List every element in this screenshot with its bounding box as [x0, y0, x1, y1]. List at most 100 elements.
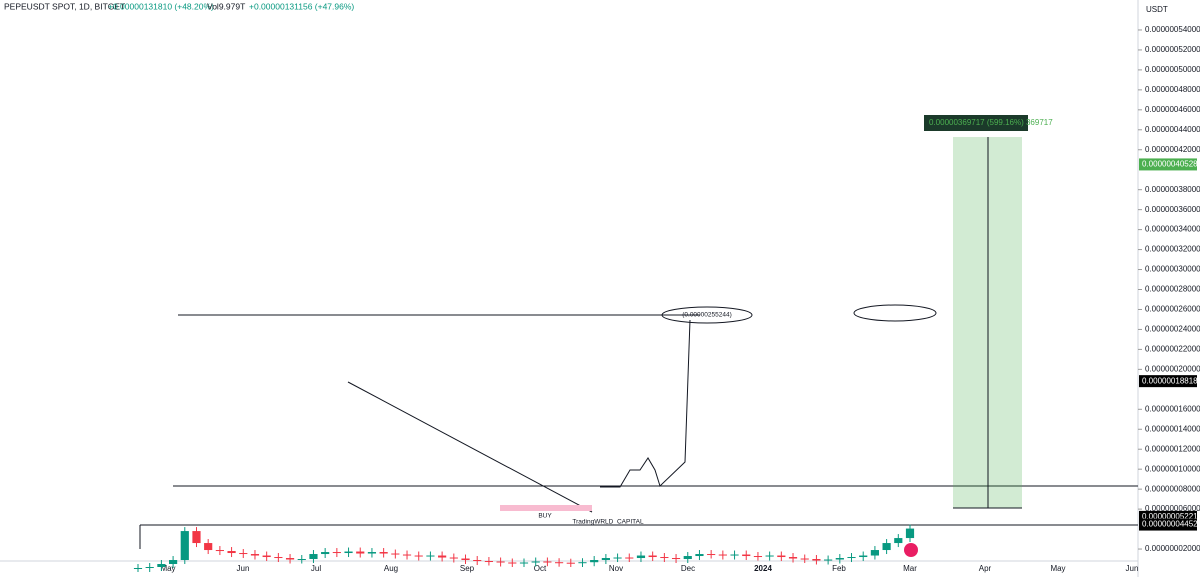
- price-tick-label: 0.000000100000: [1145, 464, 1200, 473]
- candle: [356, 551, 365, 554]
- candle: [742, 554, 751, 557]
- candle: [601, 558, 610, 561]
- time-label: May: [1050, 564, 1065, 573]
- price-tick-label: 0.000000200000: [1145, 364, 1200, 373]
- candle: [812, 559, 821, 561]
- time-label: Dec: [681, 564, 695, 573]
- time-label: Jun: [237, 564, 250, 573]
- time-label: Mar: [903, 564, 917, 573]
- candle: [192, 531, 201, 544]
- candle: [274, 557, 283, 559]
- candle: [660, 557, 669, 559]
- price-tick-label: 0.000000440000: [1145, 125, 1200, 134]
- candle: [391, 553, 400, 555]
- candle: [461, 558, 470, 561]
- candle: [321, 552, 330, 555]
- candle: [566, 562, 575, 564]
- change2: +0.00000131156 (+47.96%): [249, 1, 354, 11]
- candle: [554, 562, 564, 564]
- measure-label: 0.00000369717 (599.16%) 369717: [929, 118, 1053, 127]
- candle: [870, 550, 880, 556]
- symbol: PEPEUSDT SPOT, 1D, BITGET: [4, 1, 125, 11]
- price-tick-label: 0.000000240000: [1145, 325, 1200, 334]
- candle: [531, 561, 540, 563]
- candle: [297, 559, 306, 561]
- candle: [496, 561, 505, 563]
- candle: [800, 558, 809, 560]
- price-tick-label: 0.000000260000: [1145, 305, 1200, 314]
- candle: [204, 543, 213, 551]
- candle: [157, 564, 166, 568]
- time-label: Nov: [609, 564, 623, 573]
- candle: [519, 562, 529, 564]
- candle: [590, 560, 599, 563]
- candle: [473, 560, 482, 562]
- price-tick-label: 0.000000480000: [1145, 85, 1200, 94]
- candle: [707, 554, 716, 556]
- candle: [882, 543, 891, 551]
- candle: [426, 555, 435, 557]
- price-badge-label: 0.000000052217: [1142, 512, 1200, 521]
- time-label: 2024: [754, 564, 772, 573]
- candle: [847, 557, 856, 559]
- currency: USDT: [1146, 5, 1168, 14]
- candle: [344, 551, 353, 554]
- price-tick-label: 0.000000340000: [1145, 225, 1200, 234]
- price-tick-label: 0.000000280000: [1145, 285, 1200, 294]
- time-label: May: [160, 564, 175, 573]
- time-label: Aug: [384, 564, 398, 573]
- candle: [625, 557, 634, 559]
- volume: Vol9.979T: [207, 1, 245, 11]
- change: +0.00000131810 (+48.20%): [108, 1, 214, 11]
- candle: [215, 550, 224, 552]
- candle: [730, 554, 739, 556]
- candle: [168, 560, 178, 565]
- candle: [835, 558, 844, 560]
- price-tick-label: 0.000000500000: [1145, 65, 1200, 74]
- candle: [484, 561, 494, 563]
- candle: [449, 557, 458, 559]
- price-badge: [1139, 158, 1197, 171]
- price-tick-label: 0.000000020000: [1145, 544, 1200, 553]
- candle: [905, 528, 915, 539]
- price-tick-label: 0.000000140000: [1145, 424, 1200, 433]
- candle: [332, 552, 341, 554]
- candle: [648, 555, 657, 558]
- event-icon[interactable]: [904, 543, 918, 557]
- candle: [543, 561, 552, 563]
- time-label: Jun: [1126, 564, 1139, 573]
- time-label: Jul: [311, 564, 321, 573]
- projection-path: [600, 319, 691, 488]
- buy-label: BUY: [538, 513, 552, 520]
- candle: [777, 555, 786, 558]
- candle: [180, 531, 189, 561]
- price-badge: [1139, 510, 1197, 523]
- price-tick-label: 0.000000460000: [1145, 105, 1200, 114]
- candle: [508, 562, 517, 564]
- price-tick-label: 0.000000320000: [1145, 245, 1200, 254]
- price-tick-label: 0.000000360000: [1145, 205, 1200, 214]
- candle: [438, 555, 447, 558]
- candle: [402, 554, 412, 556]
- time-label: Feb: [832, 564, 846, 573]
- candle: [578, 562, 587, 564]
- time-label: Oct: [534, 564, 547, 573]
- candle: [414, 555, 423, 557]
- price-tick-label: 0.000000160000: [1145, 404, 1200, 413]
- price-tick-label: 0.000000520000: [1145, 45, 1200, 54]
- price-tick-label: 0.000000540000: [1145, 25, 1200, 34]
- author: TradingWRLD_CAPITAL: [572, 519, 644, 526]
- candle: [367, 552, 377, 554]
- candle: [613, 557, 622, 559]
- time-label: Apr: [979, 564, 992, 573]
- candle: [824, 559, 833, 561]
- candle: [753, 556, 763, 558]
- price-tick-label: 0.000000300000: [1145, 265, 1200, 274]
- time-label: Sep: [460, 564, 475, 573]
- candle: [145, 567, 154, 569]
- level-ellipse: [661, 306, 753, 324]
- price-tick-label: 0.000000380000: [1145, 185, 1200, 194]
- buy-zone: [500, 505, 592, 511]
- price-tick-label: 0.000000060000: [1145, 504, 1200, 513]
